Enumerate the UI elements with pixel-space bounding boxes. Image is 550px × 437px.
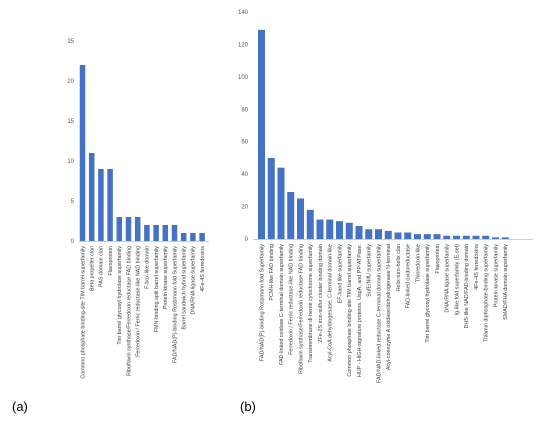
category-label: FAD/NAD(P)-binding Rossmann fold Superfa…	[259, 244, 265, 361]
chart-a: 0 5 10 15 20 25 Common phosphate binding-site …	[67, 39, 209, 379]
category-label: 2Fe-2S iron-sulfur cluster binding domai…	[318, 244, 324, 343]
category-label: Riboflavin synthase/Ferredoxin reductase…	[126, 246, 132, 376]
y-tick-label: 100	[238, 75, 249, 81]
y-tick-label: 40	[241, 172, 248, 178]
y-tick-label: 0	[245, 237, 249, 243]
bar	[394, 232, 402, 239]
category-label: DNA/RNA ligase superfamily	[191, 246, 197, 315]
category-label: Thioredoxin-like	[415, 244, 421, 282]
bar	[326, 219, 334, 239]
bar	[453, 235, 460, 239]
category-label: Helix-turn-helix clan	[396, 244, 402, 291]
category-label: DNA/RNA ligase superfamily	[445, 244, 451, 313]
category-label: Flavoprotein	[435, 244, 441, 274]
bar	[107, 169, 113, 241]
y-tick-label: 120	[238, 42, 249, 48]
bar	[116, 217, 123, 241]
bar	[258, 29, 265, 240]
category-label: FAD-linked oxidoreductase	[406, 244, 412, 308]
y-tick-label: 25	[67, 39, 74, 45]
category-label: F-box-like domain	[145, 246, 151, 289]
category-label: Ferredoxin / Ferric reductase-like NAD b…	[289, 244, 295, 355]
bar	[98, 169, 104, 241]
bar	[190, 233, 196, 241]
bar	[79, 65, 86, 241]
category-label: FMN-binding split barrel superfamily	[154, 246, 160, 333]
y-tick-label: 60	[241, 140, 248, 146]
bar	[306, 209, 314, 239]
bar	[180, 233, 187, 241]
category-label: PAS domain clan	[99, 246, 105, 287]
category-label: PCMH-like FAD binding	[269, 244, 275, 301]
bar	[125, 217, 132, 241]
category-label: Tim barrel glycosyl hydrolase superfamil…	[117, 246, 123, 345]
y-tick-label: 10	[67, 159, 74, 165]
y-tick-label: 140	[238, 10, 249, 16]
category-label: Ferredoxin / Ferric reductase-like NAD b…	[136, 246, 142, 357]
bar	[134, 217, 141, 241]
bar	[384, 230, 392, 239]
category-label: FAD/NAD-linked reductase C-terminal doma…	[376, 244, 382, 383]
category-label: Acyl-CoA dehydrogenase, C-terminal domai…	[328, 244, 334, 362]
bar	[316, 219, 324, 239]
category-label: Protein kinase superfamily	[163, 246, 169, 310]
bar	[171, 225, 178, 241]
bar	[277, 167, 285, 239]
category-label: Flavoprotein	[108, 246, 114, 276]
y-tick-label: 80	[241, 107, 248, 113]
y-tick-label: 20	[241, 205, 248, 211]
category-label: FAD/NAD(P)-binding Rossmann fold Superfa…	[172, 246, 178, 363]
bar	[336, 221, 343, 239]
bar	[267, 157, 275, 239]
category-label: Common phosphate binding-site TIM barrel…	[80, 246, 86, 379]
bar	[492, 237, 499, 239]
category-label: HUP - HIGH-signature proteins, UspA, and…	[357, 244, 363, 377]
category-label: Protein kinase superfamily	[493, 244, 499, 308]
category-label: Ig-like fold superfamily (E-set)	[454, 244, 460, 316]
bar	[375, 229, 382, 239]
panel-label-a: (a)	[12, 399, 28, 414]
category-label: Riboflavin synthase/Ferredoxin reductase…	[298, 244, 304, 374]
category-label: Beta propeller clan	[90, 246, 96, 291]
category-label: EF-hand like superfamily	[337, 244, 343, 304]
bar	[355, 226, 363, 239]
y-tick-label: 20	[67, 79, 74, 85]
category-label: SMAD/FHA domain superfamily	[503, 244, 509, 320]
bar	[414, 234, 421, 239]
panel-label-b: (b)	[240, 399, 256, 414]
bar	[162, 225, 169, 241]
bar	[144, 225, 150, 241]
bar	[404, 232, 412, 239]
chart-b: 0 20 40 60 80 100 120 140 FAD/NAD(P)-binding Ros…	[238, 10, 533, 383]
category-label: Transmembrane di-heme cytochrome superfa…	[308, 244, 314, 363]
category-label: DHS-like NAD/FAD-binding domain	[464, 244, 470, 328]
bar	[443, 235, 451, 239]
category-label: Barrel sandwich hybrid superfamily	[182, 246, 188, 330]
category-label: FAD-linked oxidase C-terminal domain sup…	[279, 244, 285, 365]
bar	[297, 198, 304, 239]
category-label: Acyl-coenzyme A oxidase/dehydrogenase N-…	[386, 244, 392, 370]
bar	[345, 222, 353, 239]
y-tick-label: 15	[67, 119, 74, 125]
category-label: 4Fe-4S ferredoxins	[200, 246, 206, 292]
bar	[462, 235, 470, 239]
category-label: Thiamin diphosphate-binding superfamily	[484, 244, 490, 343]
category-label: Common phosphate binding-site TIM barrel…	[347, 244, 353, 377]
bar	[365, 229, 373, 239]
y-tick-label: 5	[71, 199, 75, 205]
category-label: 4Fe-4S ferredoxins	[474, 244, 480, 290]
y-tick-label: 0	[71, 239, 75, 245]
bar	[472, 235, 480, 239]
bar	[287, 191, 295, 239]
bar	[501, 237, 509, 239]
category-label: SufE/NifU superfamily	[367, 244, 373, 297]
bar	[433, 234, 441, 239]
bar	[423, 234, 431, 239]
bar	[199, 233, 205, 241]
bar	[153, 225, 159, 241]
category-label: Tim barrel glycosyl hydrolase superfamil…	[425, 244, 431, 343]
bar	[88, 153, 95, 241]
bar	[482, 235, 490, 239]
